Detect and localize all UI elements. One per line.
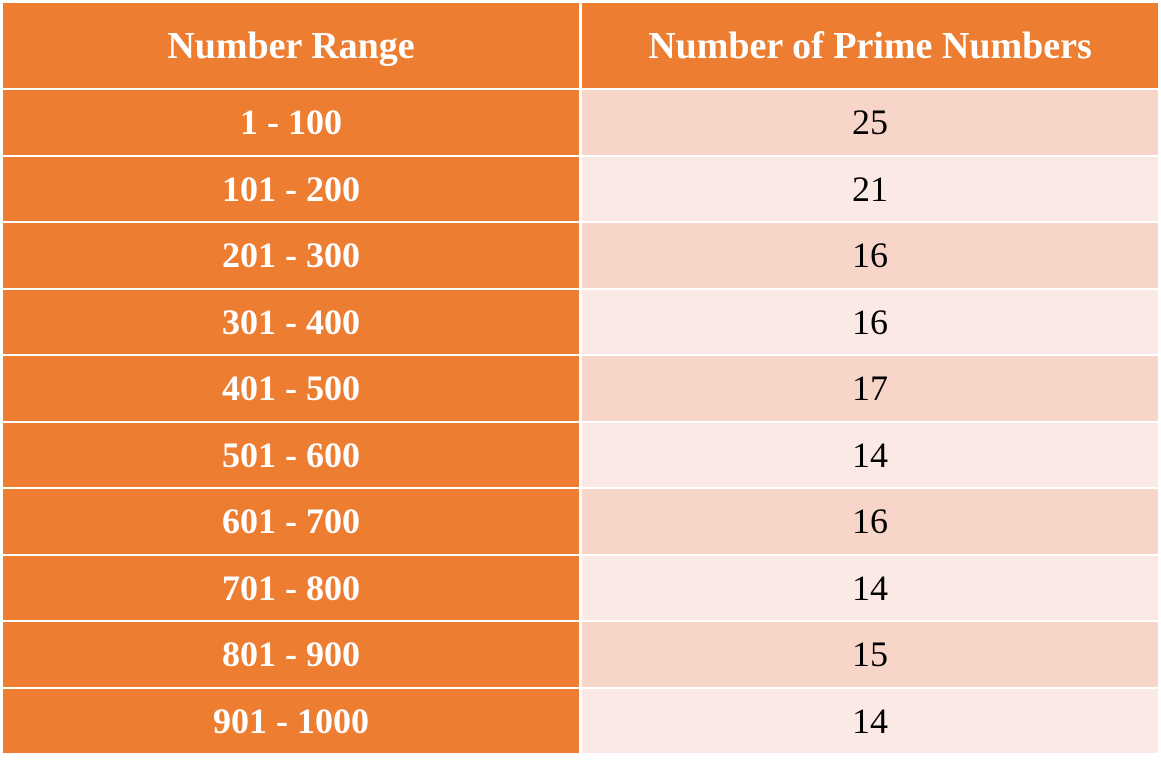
prime-count-cell: 21 [582,156,1158,221]
range-cell: 1 - 100 [3,90,579,155]
prime-count-cell: 14 [582,422,1158,487]
header-number-range: Number Range [3,3,579,88]
range-cell: 701 - 800 [3,555,579,620]
range-cell: 601 - 700 [3,489,579,554]
range-cell: 801 - 900 [3,622,579,687]
prime-count-cell: 15 [582,622,1158,687]
prime-count-cell: 14 [582,688,1158,753]
header-number-of-primes: Number of Prime Numbers [582,3,1158,88]
range-cell: 201 - 300 [3,223,579,288]
prime-count-table: Number Range Number of Prime Numbers 1 -… [3,3,1158,753]
prime-count-cell: 16 [582,289,1158,354]
range-cell: 401 - 500 [3,356,579,421]
prime-count-cell: 17 [582,356,1158,421]
range-cell: 901 - 1000 [3,688,579,753]
prime-count-cell: 16 [582,489,1158,554]
prime-count-cell: 16 [582,223,1158,288]
prime-count-cell: 14 [582,555,1158,620]
range-cell: 301 - 400 [3,289,579,354]
prime-count-cell: 25 [582,90,1158,155]
range-cell: 501 - 600 [3,422,579,487]
range-cell: 101 - 200 [3,156,579,221]
